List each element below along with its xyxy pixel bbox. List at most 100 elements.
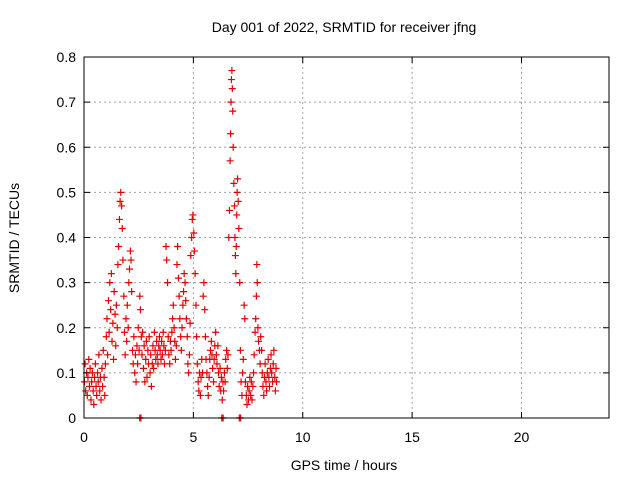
data-point [134, 360, 142, 368]
data-point [262, 378, 270, 386]
data-point [115, 215, 123, 223]
data-point [107, 306, 115, 314]
data-point [245, 387, 253, 395]
data-point [113, 324, 121, 332]
data-point [228, 85, 236, 93]
data-point [100, 373, 108, 381]
data-point [205, 373, 213, 381]
chart-title: Day 001 of 2022, SRMTID for receiver jfn… [212, 19, 477, 35]
data-point [192, 301, 200, 309]
data-point [216, 364, 224, 372]
data-point [146, 369, 154, 377]
data-point [167, 346, 175, 354]
data-point [223, 364, 231, 372]
data-point [164, 279, 172, 287]
data-point [221, 378, 229, 386]
data-point [233, 211, 241, 219]
data-point [257, 333, 265, 341]
data-point [94, 369, 102, 377]
data-point [103, 315, 111, 323]
data-point [85, 382, 93, 390]
data-point [174, 243, 182, 251]
data-point [115, 243, 123, 251]
data-point [201, 306, 209, 314]
y-axis-label: SRMTID / TECUs [6, 183, 22, 293]
data-point [150, 364, 158, 372]
data-point [155, 333, 163, 341]
data-point [158, 337, 166, 345]
data-point [181, 279, 189, 287]
data-point [201, 333, 209, 341]
data-point [150, 328, 158, 336]
data-point [190, 229, 198, 237]
data-point [162, 243, 170, 251]
data-point [210, 355, 218, 363]
data-point [89, 387, 97, 395]
data-point [84, 373, 92, 381]
data-point [204, 382, 212, 390]
data-point [111, 310, 119, 318]
data-point [91, 373, 98, 381]
x-tick-label: 15 [404, 429, 420, 445]
data-point [234, 175, 242, 183]
data-point [129, 346, 137, 354]
data-point [137, 333, 145, 341]
data-point [218, 396, 226, 404]
data-point [136, 306, 144, 314]
data-point [108, 337, 116, 345]
data-point [213, 360, 221, 368]
data-point [223, 346, 231, 354]
data-point [105, 328, 113, 336]
data-point [99, 382, 107, 390]
data-point [83, 391, 91, 399]
data-point [110, 355, 118, 363]
data-point [114, 261, 122, 269]
data-point [233, 188, 241, 196]
data-point [126, 247, 134, 255]
data-point [217, 373, 225, 381]
data-point [94, 378, 102, 386]
data-point [165, 351, 173, 359]
data-point [163, 256, 171, 264]
data-point [122, 315, 130, 323]
data-point [120, 328, 128, 336]
data-point [126, 265, 133, 273]
data-point [131, 369, 139, 377]
data-point [186, 319, 194, 327]
data-point [199, 292, 207, 300]
data-point [232, 270, 240, 278]
data-point [128, 288, 136, 296]
data-point [234, 197, 242, 205]
data-point [104, 351, 112, 359]
data-point [142, 355, 150, 363]
data-point [195, 387, 203, 395]
data-point [169, 315, 177, 323]
data-point [164, 333, 172, 341]
data-point [209, 364, 217, 372]
data-point [133, 342, 141, 350]
data-point [130, 333, 138, 341]
data-point [120, 292, 128, 300]
data-point [239, 355, 247, 363]
data-point [264, 355, 272, 363]
data-point [121, 351, 129, 359]
data-point [185, 351, 193, 359]
data-point [102, 333, 110, 341]
data-point [193, 333, 201, 341]
data-point [190, 247, 198, 255]
data-point [185, 369, 193, 377]
y-tick-label: 0.8 [57, 49, 77, 65]
y-tick-labels: 0 0.1 0.2 0.3 0.4 0.5 0.6 0.7 0.8 [57, 49, 77, 426]
data-point [184, 360, 192, 368]
data-point [180, 270, 188, 278]
data-point [258, 346, 266, 354]
data-point [240, 301, 248, 309]
y-tick-label: 0.3 [57, 275, 77, 291]
data-point [250, 369, 258, 377]
data-point [169, 301, 177, 309]
data-point [239, 369, 247, 377]
data-point [210, 378, 217, 386]
data-point [188, 234, 196, 241]
y-tick-label: 0.5 [57, 184, 77, 200]
